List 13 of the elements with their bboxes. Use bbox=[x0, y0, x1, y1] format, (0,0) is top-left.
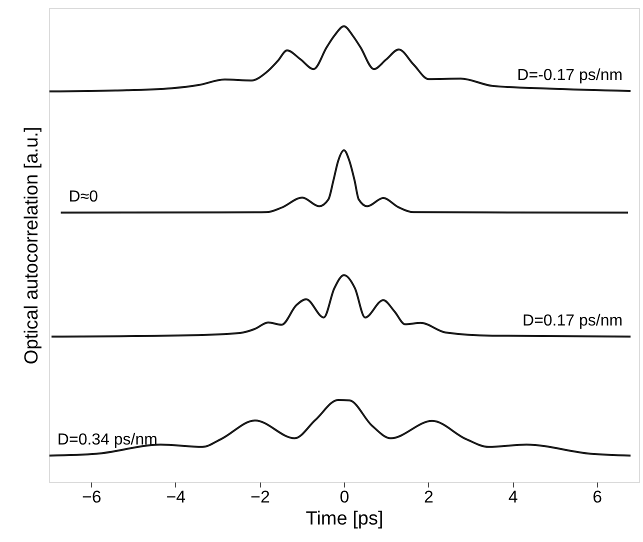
x-tick-label: −6 bbox=[82, 488, 102, 506]
y-axis-title: Optical autocorrelation [a.u.] bbox=[22, 126, 42, 364]
x-tick-label: 4 bbox=[508, 488, 518, 506]
x-tick-label: 6 bbox=[592, 488, 602, 506]
series-label: D≈0 bbox=[68, 188, 98, 206]
series-label: D=0.17 ps/nm bbox=[522, 312, 623, 330]
x-axis-title: Time [ps] bbox=[306, 508, 384, 530]
x-tick-label: −2 bbox=[250, 488, 270, 506]
series-label: D=-0.17 ps/nm bbox=[517, 66, 623, 84]
x-tick-label: −4 bbox=[166, 488, 186, 506]
series-label: D=0.34 ps/nm bbox=[57, 432, 158, 449]
x-tick-label: 0 bbox=[340, 488, 350, 506]
x-tick-label: 2 bbox=[424, 488, 434, 506]
